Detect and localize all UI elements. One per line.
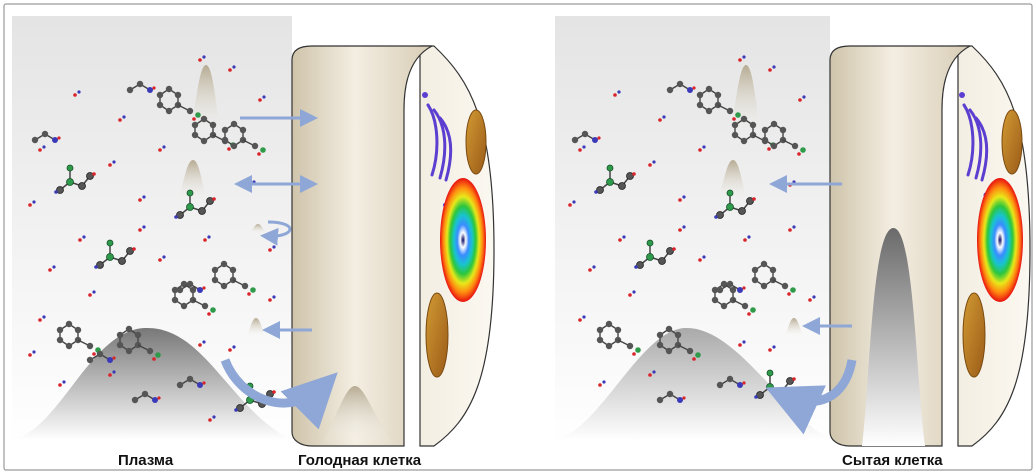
nucleus-right [977,178,1023,302]
fed-cell [829,45,1031,447]
mitochondrion-right-bottom [962,292,986,378]
transporter-hill-2 [176,160,208,205]
transporter-hill-r1 [728,65,762,140]
nucleus-left [440,178,486,302]
fed-cell-inner-hill [862,227,925,446]
plasma-label: Плазма [118,452,174,469]
fed-cell-label: Сытая клетка [842,452,943,469]
right-panel [555,16,1031,447]
transporter-hill-r3 [784,318,804,338]
concentration-gradient-right [555,327,830,440]
transporter-hill-1 [188,65,222,140]
mitochondrion-left-bottom [425,292,449,378]
transport-arrows-left [220,109,338,430]
hungry-cell-label: Голодная клетка [298,452,422,469]
transporter-hill-3 [246,318,266,338]
transporter-hill-r2 [716,160,748,205]
left-panel [12,16,495,447]
hungry-cell [291,45,495,447]
transport-arrows-right [765,175,857,435]
hungry-cell-inner-hill [320,386,395,446]
mitochondrion-left-top [465,109,487,175]
concentration-gradient-left [12,327,292,440]
mitochondrion-right-top [1001,109,1023,175]
hungry-cell-membrane [291,45,433,447]
